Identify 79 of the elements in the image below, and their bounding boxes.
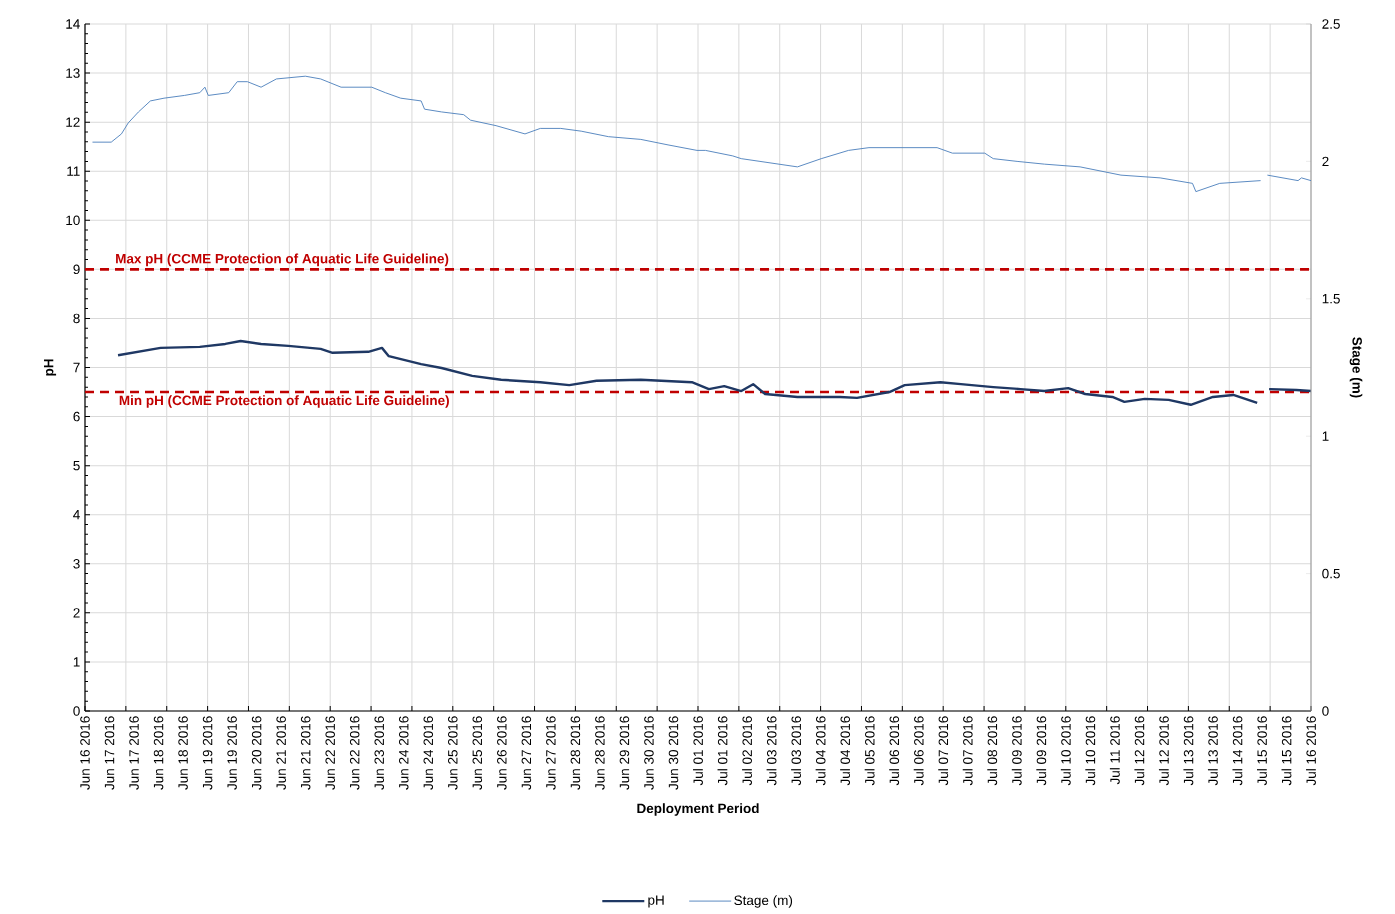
x-tick-label: Jun 21 2016 bbox=[300, 716, 311, 790]
x-tick-label: Jun 25 2016 bbox=[448, 716, 458, 790]
x-tick-label: Jul 10 2016 bbox=[1085, 716, 1096, 786]
ref-line-label: Min pH (CCME Protection of Aquatic Life Guideline) bbox=[119, 395, 449, 408]
y2-tick-label: 1 bbox=[1322, 431, 1329, 441]
y-tick-label: 2 bbox=[73, 608, 80, 618]
x-tick-label: Jun 30 2016 bbox=[668, 716, 679, 790]
x-tick-label: Jul 11 2016 bbox=[1109, 716, 1120, 785]
x-tick-label: Jun 20 2016 bbox=[251, 716, 262, 790]
y-tick-label: 8 bbox=[73, 313, 80, 324]
x-tick-label: Jul 03 2016 bbox=[766, 716, 777, 786]
x-tick-label: Jun 28 2016 bbox=[595, 716, 605, 790]
x-tick-label: Jun 22 2016 bbox=[349, 716, 360, 790]
x-axis-title: Deployment Period bbox=[637, 803, 759, 816]
x-tick-label: Jun 29 2016 bbox=[619, 716, 630, 790]
y2-tick-label: 1.5 bbox=[1322, 294, 1340, 304]
x-tick-label: Jun 18 2016 bbox=[153, 716, 164, 790]
x-tick-label: Jun 26 2016 bbox=[497, 716, 507, 790]
y2-tick-label: 0.5 bbox=[1322, 568, 1340, 579]
y2-tick-label: 2 bbox=[1322, 156, 1329, 167]
x-tick-label: Jun 27 2016 bbox=[521, 716, 532, 790]
x-tick-label: Jul 02 2016 bbox=[742, 716, 752, 786]
y-tick-label: 13 bbox=[66, 68, 80, 78]
y-tick-label: 4 bbox=[73, 510, 80, 520]
y-tick-label: 6 bbox=[73, 411, 80, 422]
y-tick-label: 5 bbox=[73, 460, 80, 471]
x-tick-label: Jun 28 2016 bbox=[570, 716, 581, 790]
x-tick-label: Jun 24 2016 bbox=[398, 716, 409, 790]
y-tick-label: 1 bbox=[73, 657, 80, 667]
x-tick-label: Jul 15 2016 bbox=[1281, 716, 1292, 786]
x-tick-label: Jun 27 2016 bbox=[546, 716, 556, 790]
legend-label: Stage (m) bbox=[734, 895, 793, 908]
y2-tick-label: 0 bbox=[1322, 706, 1329, 716]
x-tick-label: Jul 16 2016 bbox=[1306, 716, 1316, 786]
y2-axis-title: Stage (m) bbox=[1349, 337, 1363, 398]
x-tick-label: Jul 06 2016 bbox=[913, 716, 924, 786]
x-tick-label: Jul 01 2016 bbox=[693, 716, 703, 786]
x-tick-label: Jul 09 2016 bbox=[1011, 716, 1022, 786]
x-tick-label: Jun 22 2016 bbox=[325, 716, 335, 790]
ref-line-label: Max pH (CCME Protection of Aquatic Life Guideline) bbox=[116, 253, 449, 267]
x-tick-label: Jul 06 2016 bbox=[889, 716, 900, 786]
x-tick-label: Jul 12 2016 bbox=[1134, 716, 1145, 786]
x-tick-label: Jul 01 2016 bbox=[717, 716, 728, 786]
x-tick-label: Jun 16 2016 bbox=[80, 716, 90, 790]
x-tick-label: Jun 25 2016 bbox=[472, 716, 483, 790]
legend-label: pH bbox=[648, 895, 664, 908]
x-tick-label: Jul 13 2016 bbox=[1207, 716, 1218, 786]
x-tick-label: Jul 13 2016 bbox=[1183, 716, 1194, 786]
x-tick-label: Jul 10 2016 bbox=[1060, 716, 1071, 786]
y-axis-title: pH bbox=[44, 359, 57, 376]
x-tick-label: Jul 04 2016 bbox=[815, 716, 826, 786]
y-tick-label: 9 bbox=[73, 264, 80, 275]
y-tick-label: 11 bbox=[67, 166, 80, 176]
x-tick-label: Jun 30 2016 bbox=[644, 716, 654, 790]
x-tick-label: Jul 07 2016 bbox=[938, 716, 949, 786]
x-tick-label: Jun 23 2016 bbox=[374, 716, 385, 790]
x-tick-label: Jul 05 2016 bbox=[864, 716, 875, 786]
y-tick-label: 10 bbox=[66, 215, 80, 226]
y-tick-label: 7 bbox=[73, 362, 80, 373]
x-tick-label: Jul 15 2016 bbox=[1257, 716, 1267, 786]
x-tick-label: Jul 12 2016 bbox=[1158, 716, 1169, 786]
x-tick-label: Jul 04 2016 bbox=[840, 716, 851, 786]
y2-tick-label: 2.5 bbox=[1322, 19, 1340, 29]
x-tick-label: Jul 08 2016 bbox=[987, 716, 998, 786]
x-tick-label: Jun 17 2016 bbox=[129, 716, 139, 790]
y-tick-label: 14 bbox=[66, 19, 80, 29]
x-tick-label: Jun 21 2016 bbox=[276, 716, 286, 790]
x-tick-label: Jul 09 2016 bbox=[1036, 716, 1047, 786]
x-tick-label: Jun 19 2016 bbox=[227, 716, 237, 790]
y-tick-label: 3 bbox=[73, 559, 80, 569]
y-tick-label: 12 bbox=[66, 117, 80, 127]
x-tick-label: Jul 03 2016 bbox=[791, 716, 802, 786]
x-tick-label: Jul 07 2016 bbox=[962, 716, 973, 786]
x-tick-label: Jul 14 2016 bbox=[1232, 716, 1243, 786]
x-tick-label: Jun 24 2016 bbox=[423, 716, 434, 790]
x-tick-label: Jun 17 2016 bbox=[104, 716, 115, 790]
x-tick-label: Jun 19 2016 bbox=[202, 716, 213, 790]
x-tick-label: Jun 18 2016 bbox=[178, 716, 188, 790]
y-tick-label: 0 bbox=[73, 706, 80, 716]
